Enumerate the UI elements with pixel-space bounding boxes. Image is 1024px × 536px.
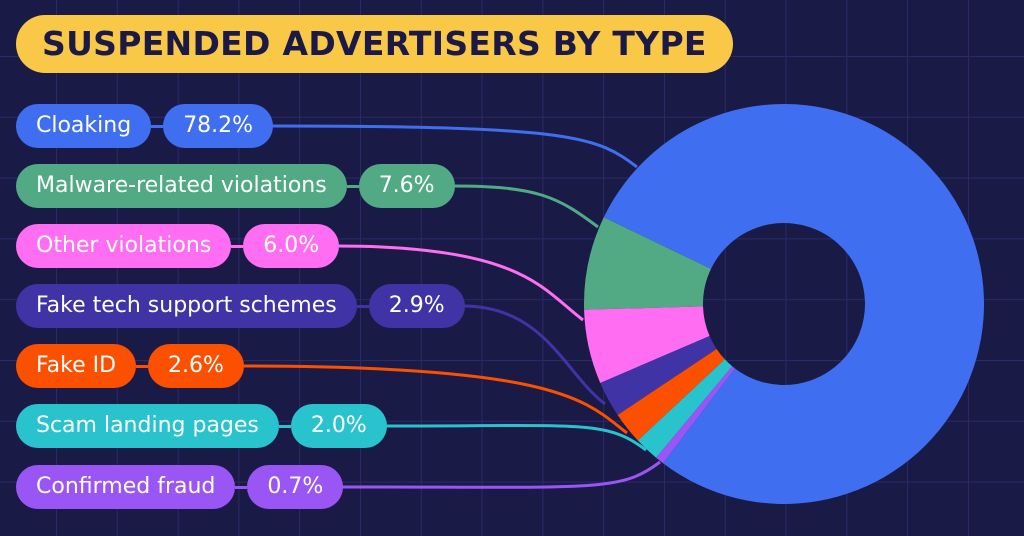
slice-label: Scam landing pages bbox=[16, 404, 279, 448]
connector bbox=[278, 424, 291, 428]
donut-slice bbox=[584, 306, 710, 383]
connector bbox=[346, 184, 359, 188]
donut-slice bbox=[617, 348, 725, 441]
connector bbox=[231, 244, 244, 248]
slice-label: Fake ID bbox=[16, 344, 137, 388]
slice-value: 6.0% bbox=[243, 224, 340, 268]
connector bbox=[356, 304, 369, 308]
legend-row: Scam landing pages 2.0% bbox=[16, 404, 387, 448]
connector bbox=[136, 364, 149, 368]
slice-label: Cloaking bbox=[16, 104, 152, 148]
slice-value: 2.0% bbox=[290, 404, 387, 448]
slice-value: 7.6% bbox=[358, 164, 455, 208]
legend-row: Confirmed fraud 0.7% bbox=[16, 465, 344, 509]
donut-slice bbox=[656, 366, 736, 464]
connector bbox=[151, 124, 164, 128]
donut-slice bbox=[600, 335, 717, 415]
donut-slice bbox=[637, 359, 733, 458]
leader-line bbox=[241, 364, 628, 435]
slice-label: Malware-related violations bbox=[16, 164, 347, 208]
chart-title: SUSPENDED ADVERTISERS BY TYPE bbox=[16, 15, 733, 73]
leader-line bbox=[271, 124, 638, 169]
slice-value: 2.6% bbox=[148, 344, 244, 388]
leader-line bbox=[384, 424, 647, 452]
slice-value: 0.7% bbox=[247, 465, 344, 509]
slice-value: 2.9% bbox=[368, 284, 465, 328]
legend-row: Cloaking 78.2% bbox=[16, 104, 274, 148]
leader-line bbox=[341, 460, 661, 489]
slice-label: Fake tech support schemes bbox=[16, 284, 357, 328]
leader-line bbox=[452, 184, 599, 229]
slice-label: Other violations bbox=[16, 224, 232, 268]
slice-value: 78.2% bbox=[163, 104, 274, 148]
legend-row: Malware-related violations 7.6% bbox=[16, 164, 455, 208]
leader-line bbox=[462, 304, 606, 406]
slice-label: Confirmed fraud bbox=[16, 465, 236, 509]
legend-row: Fake tech support schemes 2.9% bbox=[16, 284, 465, 328]
donut-slice bbox=[584, 217, 712, 310]
leader-line bbox=[337, 244, 584, 322]
donut-slice bbox=[603, 104, 985, 505]
connector bbox=[235, 485, 248, 489]
legend-row: Other violations 6.0% bbox=[16, 224, 340, 268]
legend-row: Fake ID 2.6% bbox=[16, 344, 244, 388]
